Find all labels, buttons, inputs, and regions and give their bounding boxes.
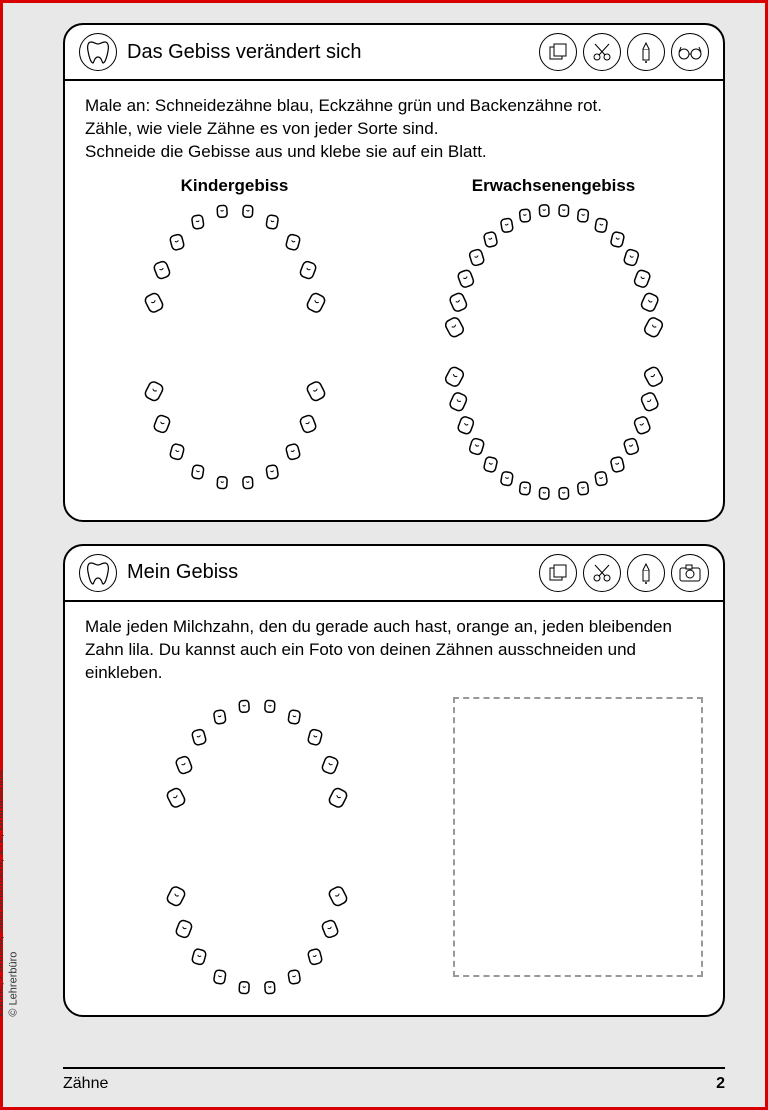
photo-paste-box <box>453 697 703 977</box>
tooth-icon <box>79 554 117 592</box>
paper-icon <box>539 554 577 592</box>
kindergebiss-label: Kindergebiss <box>85 176 384 196</box>
side-credit: Zähne, Portfolio, Sachunterricht, 1+2, G… <box>0 769 21 1017</box>
glue-icon <box>627 33 665 71</box>
card2-title: Mein Gebiss <box>127 561 529 584</box>
erwachsenengebiss-diagram <box>424 202 684 502</box>
card-mein-gebiss: Mein Gebiss Male jeden Milchzahn, den du… <box>63 544 725 1017</box>
tooth-icon <box>79 33 117 71</box>
kindergebiss-diagram <box>125 202 345 492</box>
page-number: 2 <box>716 1075 725 1093</box>
card2-instructions: Male jeden Milchzahn, den du gerade auch… <box>85 616 703 685</box>
credit-line2: © Lehrerbüro <box>8 952 20 1017</box>
worksheet-page: Das Gebiss verändert sich Male an: Schne… <box>3 3 765 1107</box>
kindergebiss-column: Kindergebiss <box>85 176 384 492</box>
card1-body: Male an: Schneidezähne blau, Eckzähne gr… <box>65 81 723 520</box>
footer-title: Zähne <box>63 1075 108 1093</box>
card-gebiss-veraendert: Das Gebiss verändert sich Male an: Schne… <box>63 23 725 522</box>
card1-title: Das Gebiss verändert sich <box>127 41 529 64</box>
credit-line1: Zähne, Portfolio, Sachunterricht, 1+2, G… <box>0 769 5 1017</box>
card1-instructions: Male an: Schneidezähne blau, Eckzähne gr… <box>85 95 703 164</box>
card1-tool-icons <box>539 33 709 71</box>
mein-gebiss-diagram <box>137 697 377 997</box>
camera-icon <box>671 554 709 592</box>
card2-body: Male jeden Milchzahn, den du gerade auch… <box>65 602 723 1015</box>
glasses-icon <box>671 33 709 71</box>
paper-icon <box>539 33 577 71</box>
page-footer: Zähne 2 <box>63 1067 725 1093</box>
scissors-icon <box>583 554 621 592</box>
card2-tool-icons <box>539 554 709 592</box>
erwachsenengebiss-label: Erwachsenengebiss <box>404 176 703 196</box>
card1-header: Das Gebiss verändert sich <box>65 25 723 81</box>
glue-icon <box>627 554 665 592</box>
card2-header: Mein Gebiss <box>65 546 723 602</box>
erwachsenengebiss-column: Erwachsenengebiss <box>404 176 703 502</box>
scissors-icon <box>583 33 621 71</box>
